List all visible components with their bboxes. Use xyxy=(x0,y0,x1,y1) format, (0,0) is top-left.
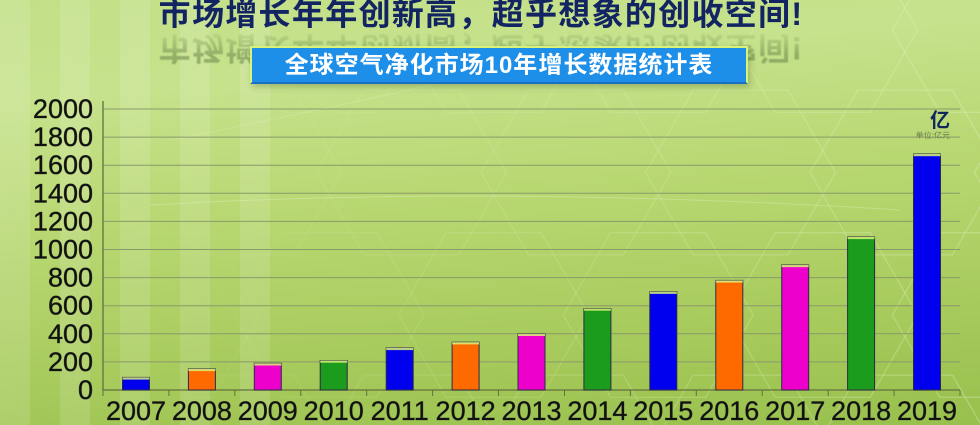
svg-text:2015: 2015 xyxy=(633,396,693,425)
svg-text:2012: 2012 xyxy=(436,396,496,425)
svg-text:800: 800 xyxy=(48,263,93,293)
svg-text:1200: 1200 xyxy=(33,206,93,236)
svg-text:400: 400 xyxy=(48,319,93,349)
svg-text:2013: 2013 xyxy=(501,396,561,425)
svg-text:2011: 2011 xyxy=(371,396,429,425)
svg-text:2008: 2008 xyxy=(172,396,232,425)
svg-text:2000: 2000 xyxy=(33,94,93,124)
svg-text:1000: 1000 xyxy=(33,235,93,265)
svg-text:单位:亿元: 单位:亿元 xyxy=(916,131,950,140)
svg-text:2018: 2018 xyxy=(831,396,891,425)
svg-text:2010: 2010 xyxy=(304,396,364,425)
svg-text:1400: 1400 xyxy=(33,178,93,208)
svg-text:1600: 1600 xyxy=(33,150,93,180)
svg-text:2014: 2014 xyxy=(567,396,627,425)
svg-text:1800: 1800 xyxy=(33,122,93,152)
svg-text:2007: 2007 xyxy=(106,396,166,425)
svg-text:2019: 2019 xyxy=(897,396,957,425)
svg-text:200: 200 xyxy=(48,347,93,377)
svg-text:亿: 亿 xyxy=(930,110,950,132)
svg-text:600: 600 xyxy=(48,291,93,321)
svg-text:0: 0 xyxy=(78,375,93,405)
svg-text:2016: 2016 xyxy=(699,396,759,425)
svg-text:2017: 2017 xyxy=(765,396,825,425)
svg-text:2009: 2009 xyxy=(238,396,298,425)
